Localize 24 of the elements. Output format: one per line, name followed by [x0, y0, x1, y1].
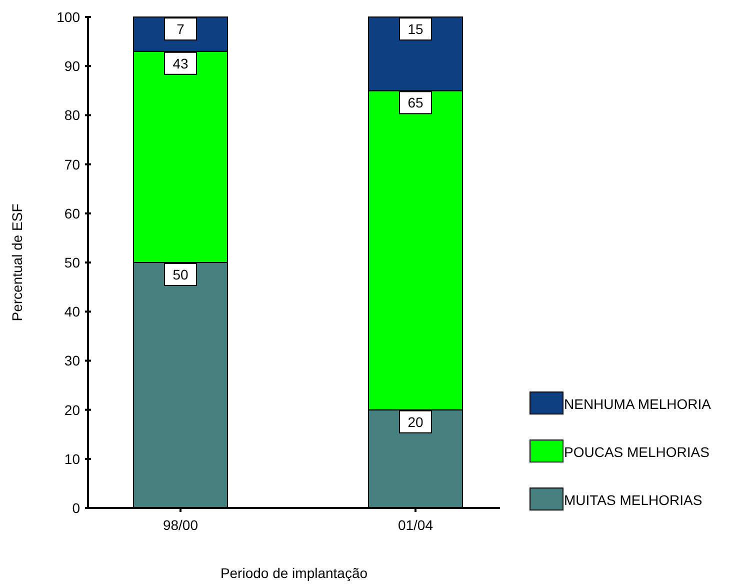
- y-tick-label: 40: [64, 304, 80, 320]
- x-tick-label: 98/00: [162, 517, 198, 533]
- y-tick-label: 60: [64, 205, 80, 222]
- data-label: 50: [172, 266, 188, 282]
- legend-label: POUCAS MELHORIAS: [564, 444, 710, 460]
- legend-label: NENHUMA MELHORIA: [564, 396, 712, 412]
- y-axis-title: Percentual de ESF: [9, 204, 25, 322]
- y-tick-label: 90: [64, 58, 80, 74]
- x-axis-title: Periodo de implantação: [220, 565, 368, 581]
- data-label: 7: [176, 21, 185, 37]
- y-tick-label: 80: [64, 107, 80, 124]
- y-tick-label: 70: [64, 156, 80, 172]
- y-tick-label: 50: [64, 254, 80, 270]
- data-label: 43: [172, 55, 188, 72]
- data-label: 65: [408, 94, 424, 111]
- y-tick-label: 30: [64, 352, 80, 369]
- y-tick-label: 0: [72, 500, 80, 516]
- y-tick-label: 100: [56, 9, 80, 25]
- legend-label: MUITAS MELHORIAS: [564, 492, 702, 508]
- y-tick-label: 20: [64, 402, 80, 418]
- data-label: 20: [408, 414, 424, 430]
- x-tick-label: 01/04: [398, 517, 434, 533]
- data-label: 15: [408, 21, 424, 37]
- y-tick-label: 10: [64, 450, 80, 467]
